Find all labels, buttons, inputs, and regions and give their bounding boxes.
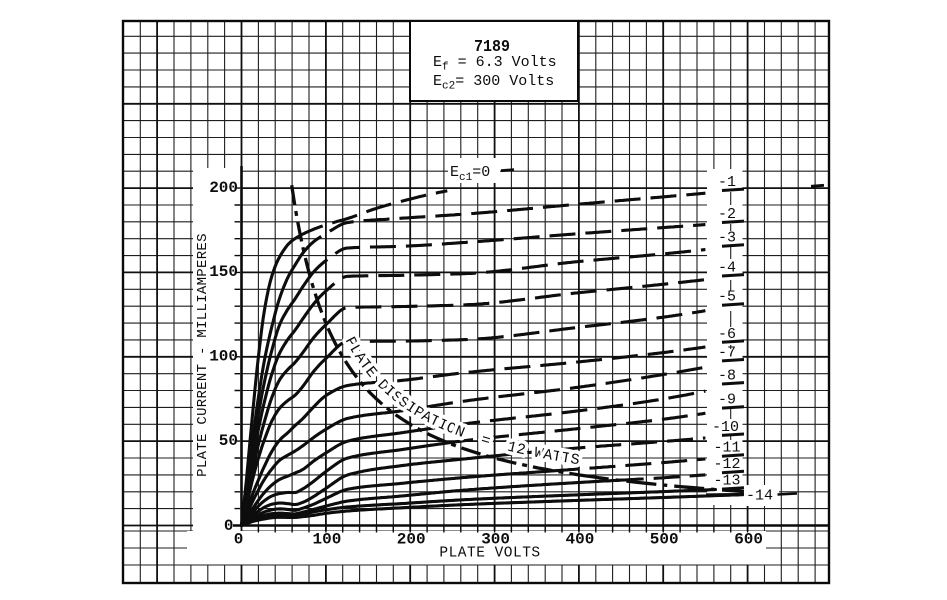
svg-text:-3: -3 <box>718 230 736 247</box>
svg-text:PLATE CURRENT - MILLIAMPERES: PLATE CURRENT - MILLIAMPERES <box>195 233 211 477</box>
svg-text:50: 50 <box>219 432 238 450</box>
svg-text:0: 0 <box>234 531 244 549</box>
svg-text:100: 100 <box>312 531 341 549</box>
svg-text:-11: -11 <box>713 440 740 457</box>
svg-text:-7: -7 <box>718 344 736 361</box>
svg-text:-13: -13 <box>713 473 740 490</box>
svg-text:-5: -5 <box>718 289 736 306</box>
svg-text:-9: -9 <box>718 392 736 409</box>
svg-text:-8: -8 <box>718 368 736 385</box>
svg-text:400: 400 <box>565 531 594 549</box>
svg-text:-14: -14 <box>746 488 773 505</box>
svg-text:0: 0 <box>224 517 234 535</box>
svg-text:-4: -4 <box>718 260 736 277</box>
svg-text:PLATE VOLTS: PLATE VOLTS <box>439 546 540 562</box>
svg-text:500: 500 <box>650 531 679 549</box>
svg-text:-6: -6 <box>718 326 736 343</box>
svg-text:-12: -12 <box>713 456 740 473</box>
svg-text:7189: 7189 <box>474 38 510 57</box>
svg-text:-2: -2 <box>718 206 736 223</box>
svg-text:-1: -1 <box>718 174 736 191</box>
svg-text:Ef = 6.3 Volts: Ef = 6.3 Volts <box>433 54 557 74</box>
svg-text:300: 300 <box>481 531 510 549</box>
svg-text:-10: -10 <box>712 419 739 436</box>
svg-text:150: 150 <box>209 263 238 281</box>
svg-text:100: 100 <box>209 348 238 366</box>
svg-text:Ec2= 300 Volts: Ec2= 300 Volts <box>433 73 554 93</box>
svg-text:200: 200 <box>397 531 426 549</box>
svg-text:600: 600 <box>734 531 763 549</box>
svg-text:200: 200 <box>209 179 238 197</box>
